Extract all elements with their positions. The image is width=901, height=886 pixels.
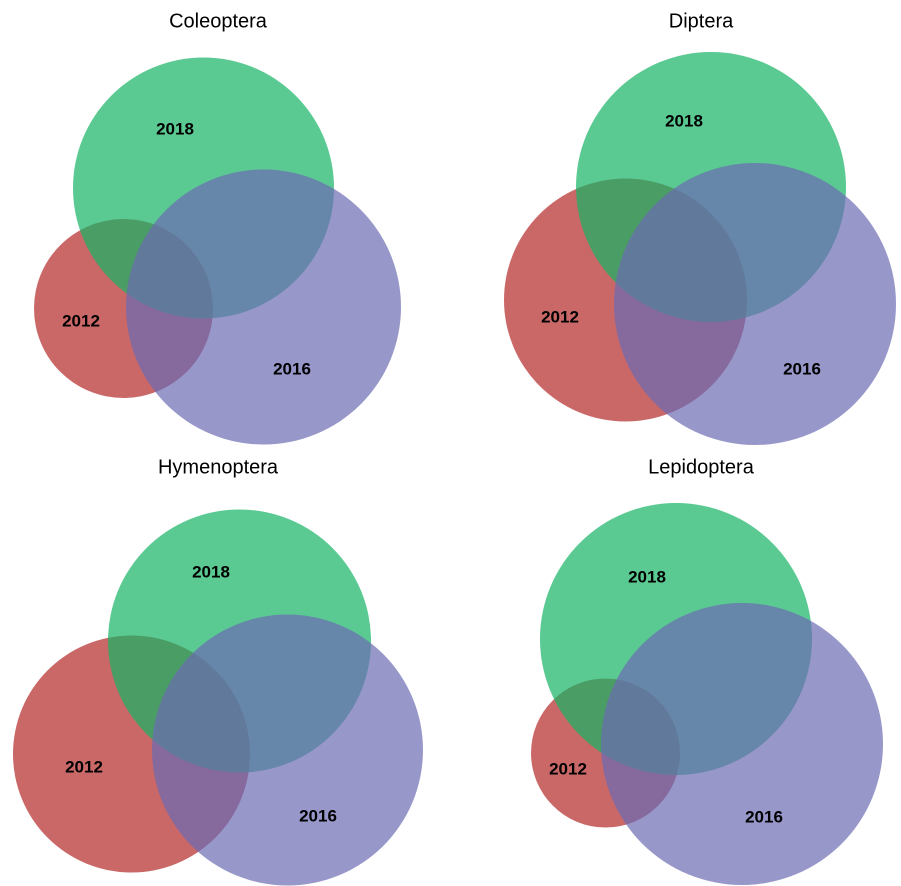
set-label: 2016 (273, 359, 311, 378)
set-circle (601, 603, 883, 885)
set-label: 2016 (299, 806, 337, 825)
set-label: 2012 (549, 759, 587, 778)
set-label: 2018 (665, 111, 703, 130)
set-label: 2018 (192, 562, 230, 581)
set-label: 2012 (65, 757, 103, 776)
panel-title: Hymenoptera (158, 456, 279, 478)
set-circle (126, 169, 401, 445)
set-label: 2018 (628, 567, 666, 586)
panel-title: Coleoptera (169, 10, 268, 32)
set-label: 2012 (541, 307, 579, 326)
set-label: 2016 (745, 807, 783, 826)
set-circle (152, 614, 423, 886)
set-circle (614, 163, 896, 445)
panel-title: Lepidoptera (648, 456, 755, 478)
set-label: 2016 (783, 359, 821, 378)
set-label: 2012 (62, 311, 100, 330)
panel-title: Diptera (669, 10, 734, 32)
set-label: 2018 (156, 119, 194, 138)
